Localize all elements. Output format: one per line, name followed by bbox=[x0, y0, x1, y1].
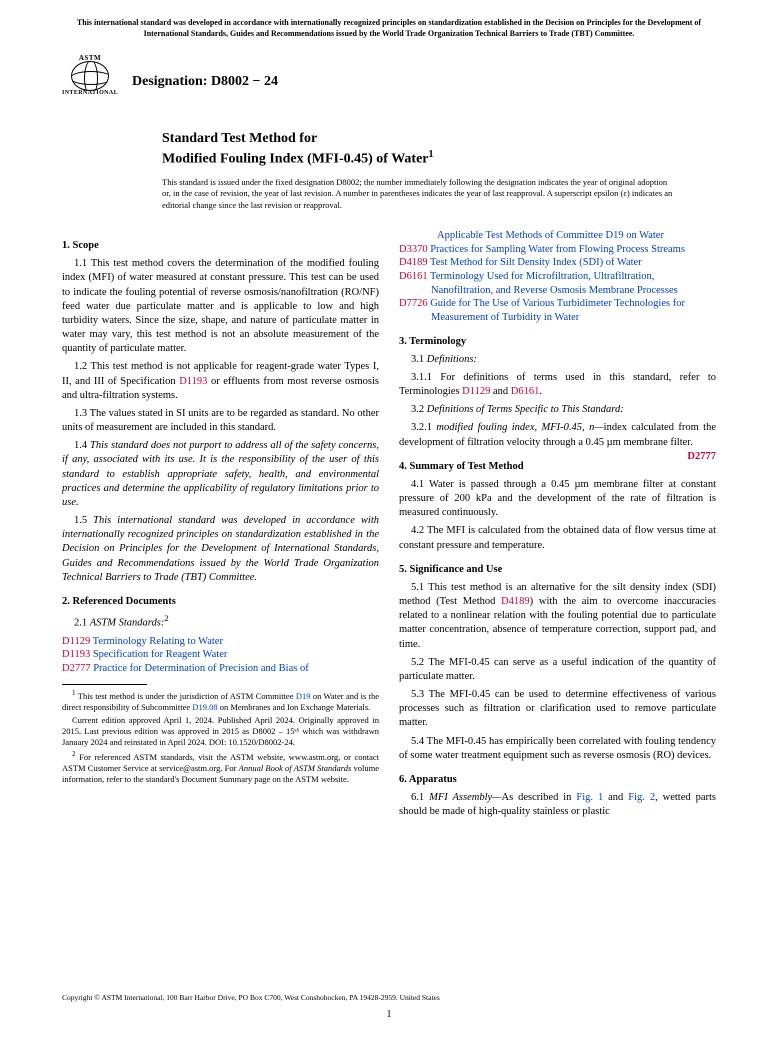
link-d1193b[interactable]: D1193 bbox=[62, 649, 90, 660]
footnote-1: 1 This test method is under the jurisdic… bbox=[62, 689, 379, 713]
link-d1193[interactable]: D1193 bbox=[179, 376, 207, 387]
copyright-text: Copyright © ASTM International, 100 Barr… bbox=[62, 993, 440, 1003]
section-1-head: 1. Scope bbox=[62, 239, 379, 253]
link-d1129b[interactable]: D1129 bbox=[462, 386, 490, 397]
link-d2777-text[interactable]: Practice for Determination of Precision … bbox=[93, 663, 308, 674]
para-5-3: 5.3 The MFI-0.45 can be used to determin… bbox=[399, 688, 716, 731]
preamble-text: This international standard was develope… bbox=[62, 18, 716, 50]
header-row: ASTM INTERNATIONAL Designation: D8002 − … bbox=[62, 54, 716, 110]
footnotes-block: 1 This test method is under the jurisdic… bbox=[62, 689, 379, 785]
para-3-2: 3.2 Definitions of Terms Specific to Thi… bbox=[399, 403, 716, 417]
ref-d1193: D1193 Specification for Reagent Water bbox=[62, 648, 379, 662]
left-column: 1. Scope 1.1 This test method covers the… bbox=[62, 229, 379, 823]
para-3-1: 3.1 Definitions: bbox=[399, 353, 716, 367]
right-column: Applicable Test Methods of Committee D19… bbox=[399, 229, 716, 823]
title-line1: Standard Test Method for bbox=[162, 130, 716, 148]
para-2-1: 2.1 ASTM Standards:2 bbox=[62, 613, 379, 631]
link-fig-2[interactable]: Fig. 2 bbox=[628, 792, 655, 803]
link-d6161b[interactable]: D6161 bbox=[511, 386, 540, 397]
title-line2-text: Modified Fouling Index (MFI-0.45) of Wat… bbox=[162, 151, 429, 166]
ref-d3370: D3370 Practices for Sampling Water from … bbox=[399, 243, 716, 257]
title-footnote-ref: 1 bbox=[429, 149, 434, 160]
link-d4189-text[interactable]: Test Method for Silt Density Index (SDI)… bbox=[430, 257, 642, 268]
link-d1193-text[interactable]: Specification for Reagent Water bbox=[93, 649, 228, 660]
link-subcommittee-d1908[interactable]: D19.08 bbox=[192, 702, 217, 712]
section-2-head: 2. Referenced Documents bbox=[62, 595, 379, 609]
issue-note: This standard is issued under the fixed … bbox=[162, 177, 676, 211]
link-committee-d19[interactable]: D19 bbox=[296, 691, 311, 701]
para-1-3: 1.3 The values stated in SI units are to… bbox=[62, 407, 379, 435]
page-number: 1 bbox=[0, 1008, 778, 1021]
page: This international standard was develope… bbox=[0, 0, 778, 864]
title-line2: Modified Fouling Index (MFI-0.45) of Wat… bbox=[162, 148, 716, 169]
para-1-1: 1.1 This test method covers the determin… bbox=[62, 257, 379, 356]
section-5-head: 5. Significance and Use bbox=[399, 563, 716, 577]
link-d1129-text[interactable]: Terminology Relating to Water bbox=[93, 636, 223, 647]
ref-d1129: D1129 Terminology Relating to Water bbox=[62, 635, 379, 649]
para-3-1-1: 3.1.1 For definitions of terms used in t… bbox=[399, 371, 716, 399]
link-d6161-text[interactable]: Terminology Used for Microfiltration, Ul… bbox=[430, 271, 678, 296]
ref-d6161: D6161 Terminology Used for Microfiltrati… bbox=[399, 270, 716, 297]
section-3-head: 3. Terminology bbox=[399, 335, 716, 349]
para-4-2: 4.2 The MFI is calculated from the obtai… bbox=[399, 524, 716, 552]
astm-logo: ASTM INTERNATIONAL bbox=[62, 54, 118, 110]
link-d4189b[interactable]: D4189 bbox=[501, 596, 530, 607]
ref-d2777-cont[interactable]: Applicable Test Methods of Committee D19… bbox=[399, 229, 716, 243]
footnote-1-cont: Current edition approved April 1, 2024. … bbox=[62, 715, 379, 748]
para-4-1: 4.1 Water is passed through a 0.45 µm me… bbox=[399, 478, 716, 521]
para-1-4: 1.4 This standard does not purport to ad… bbox=[62, 439, 379, 510]
ref-d2777: D2777 Practice for Determination of Prec… bbox=[62, 662, 379, 676]
footnote-separator bbox=[62, 684, 147, 685]
globe-icon bbox=[71, 61, 109, 91]
link-d1129[interactable]: D1129 bbox=[62, 636, 90, 647]
link-d3370-text[interactable]: Practices for Sampling Water from Flowin… bbox=[430, 244, 685, 255]
para-5-1: 5.1 This test method is an alternative f… bbox=[399, 581, 716, 652]
link-d2777b[interactable]: D2777 bbox=[675, 450, 716, 464]
link-d4189[interactable]: D4189 bbox=[399, 257, 428, 268]
link-d7726[interactable]: D7726 bbox=[399, 298, 428, 309]
columns: 1. Scope 1.1 This test method covers the… bbox=[62, 229, 716, 823]
designation-text: Designation: D8002 − 24 bbox=[132, 73, 278, 91]
para-1-2: 1.2 This test method is not applicable f… bbox=[62, 360, 379, 403]
link-d2777[interactable]: D2777 bbox=[62, 663, 91, 674]
section-6-head: 6. Apparatus bbox=[399, 773, 716, 787]
section-4-head: 4. Summary of Test Method bbox=[399, 460, 716, 474]
title-block: Standard Test Method for Modified Foulin… bbox=[162, 130, 716, 169]
para-5-4: 5.4 The MFI-0.45 has empirically been co… bbox=[399, 735, 716, 763]
ref-d4189: D4189 Test Method for Silt Density Index… bbox=[399, 256, 716, 270]
para-5-2: 5.2 The MFI-0.45 can serve as a useful i… bbox=[399, 656, 716, 684]
link-d6161[interactable]: D6161 bbox=[399, 271, 428, 282]
para-6-1: 6.1 MFI Assembly—As described in Fig. 1 … bbox=[399, 791, 716, 819]
logo-bottom-text: INTERNATIONAL bbox=[62, 90, 118, 98]
link-fig-1[interactable]: Fig. 1 bbox=[576, 792, 603, 803]
para-3-2-1: 3.2.1 modified fouling index, MFI-0.45, … bbox=[399, 421, 716, 449]
para-1-5: 1.5 This international standard was deve… bbox=[62, 514, 379, 585]
link-d3370[interactable]: D3370 bbox=[399, 244, 428, 255]
ref-d7726: D7726 Guide for The Use of Various Turbi… bbox=[399, 297, 716, 324]
footnote-2: 2 For referenced ASTM standards, visit t… bbox=[62, 750, 379, 785]
link-d7726-text[interactable]: Guide for The Use of Various Turbidimete… bbox=[430, 298, 685, 323]
